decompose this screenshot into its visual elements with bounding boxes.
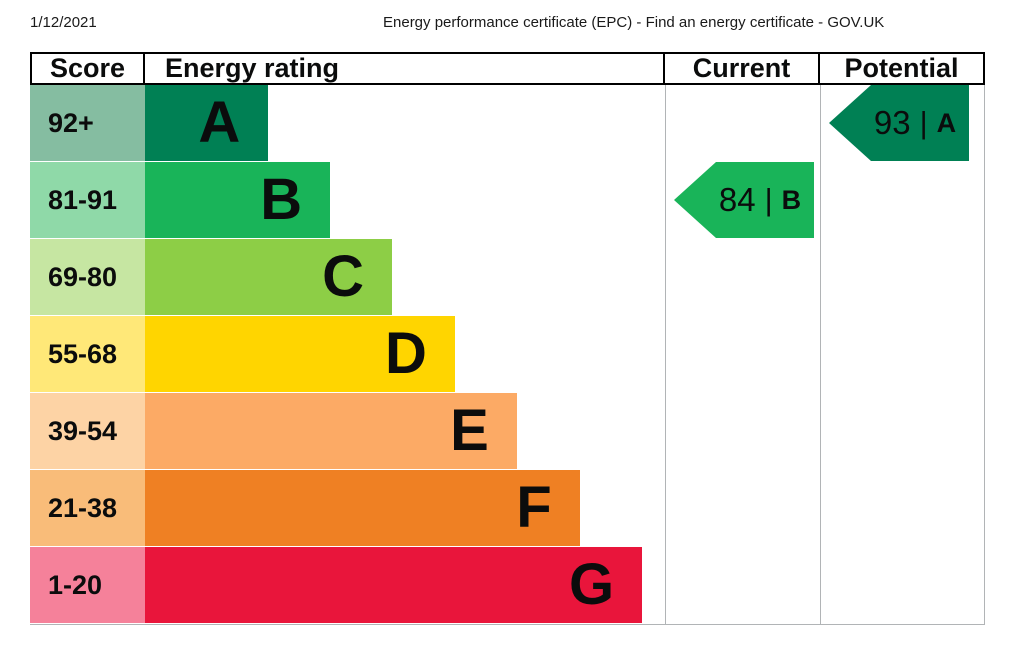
band-row-e: 39-54 E [30,393,985,470]
potential-rating-arrow-separator: | [919,105,928,140]
column-header-energy-rating: Energy rating [145,53,665,83]
potential-cell-a: 93 | A [820,85,985,162]
epc-table-body: 92+ A 93 | A 81-91 B 84 | B 69-80 C 55-68 D 39-54 E 21-3… [30,85,985,625]
potential-cell-b [820,162,985,239]
column-header-potential: Potential [820,53,985,83]
potential-cell-f [820,470,985,547]
epc-table-header-row: Score Energy rating Current Potential [30,52,985,85]
rating-cell-e: E [145,393,665,470]
rating-cell-a: A [145,85,665,162]
score-range-f: 21-38 [30,470,145,546]
potential-cell-d [820,316,985,393]
band-row-d: 55-68 D [30,316,985,393]
current-rating-arrow: 84 | B [674,162,814,238]
current-cell-f [665,470,820,547]
band-row-c: 69-80 C [30,239,985,316]
band-row-f: 21-38 F [30,470,985,547]
current-cell-a [665,85,820,162]
band-bar-f: F [145,470,580,546]
band-bar-a: A [145,85,269,161]
band-bar-c: C [145,239,392,315]
score-range-g: 1-20 [30,547,145,623]
current-rating-arrow-band-letter: B [781,184,802,215]
potential-rating-arrow-value: 93 [873,104,911,141]
band-bar-e: E [145,393,517,469]
current-cell-e [665,393,820,470]
column-header-score: Score [30,53,145,83]
band-row-a: 92+ A 93 | A [30,85,985,162]
rating-cell-d: D [145,316,665,393]
current-cell-d [665,316,820,393]
rating-cell-f: F [145,470,665,547]
rating-cell-b: B [145,162,665,239]
print-header-title: Energy performance certificate (EPC) - F… [383,14,885,31]
column-header-current: Current [665,53,820,83]
band-bar-g: G [145,547,643,623]
current-cell-c [665,239,820,316]
current-rating-arrow-separator: | [764,182,773,217]
score-range-a: 92+ [30,85,145,161]
rating-cell-c: C [145,239,665,316]
band-bar-d: D [145,316,455,392]
potential-cell-g [820,547,985,624]
current-cell-g [665,547,820,624]
band-bar-b: B [145,162,331,238]
band-row-b: 81-91 B 84 | B [30,162,985,239]
potential-rating-arrow-band-letter: A [936,107,957,138]
rating-cell-g: G [145,547,665,624]
potential-cell-e [820,393,985,470]
epc-rating-table: Score Energy rating Current Potential 92… [30,52,985,625]
score-range-b: 81-91 [30,162,145,238]
score-range-c: 69-80 [30,239,145,315]
print-header-date: 1/12/2021 [30,14,97,31]
current-cell-b: 84 | B [665,162,820,239]
current-rating-arrow-value: 84 [718,181,756,218]
potential-rating-arrow: 93 | A [829,85,969,161]
score-range-d: 55-68 [30,316,145,392]
score-range-e: 39-54 [30,393,145,469]
band-row-g: 1-20 G [30,547,985,624]
potential-cell-c [820,239,985,316]
